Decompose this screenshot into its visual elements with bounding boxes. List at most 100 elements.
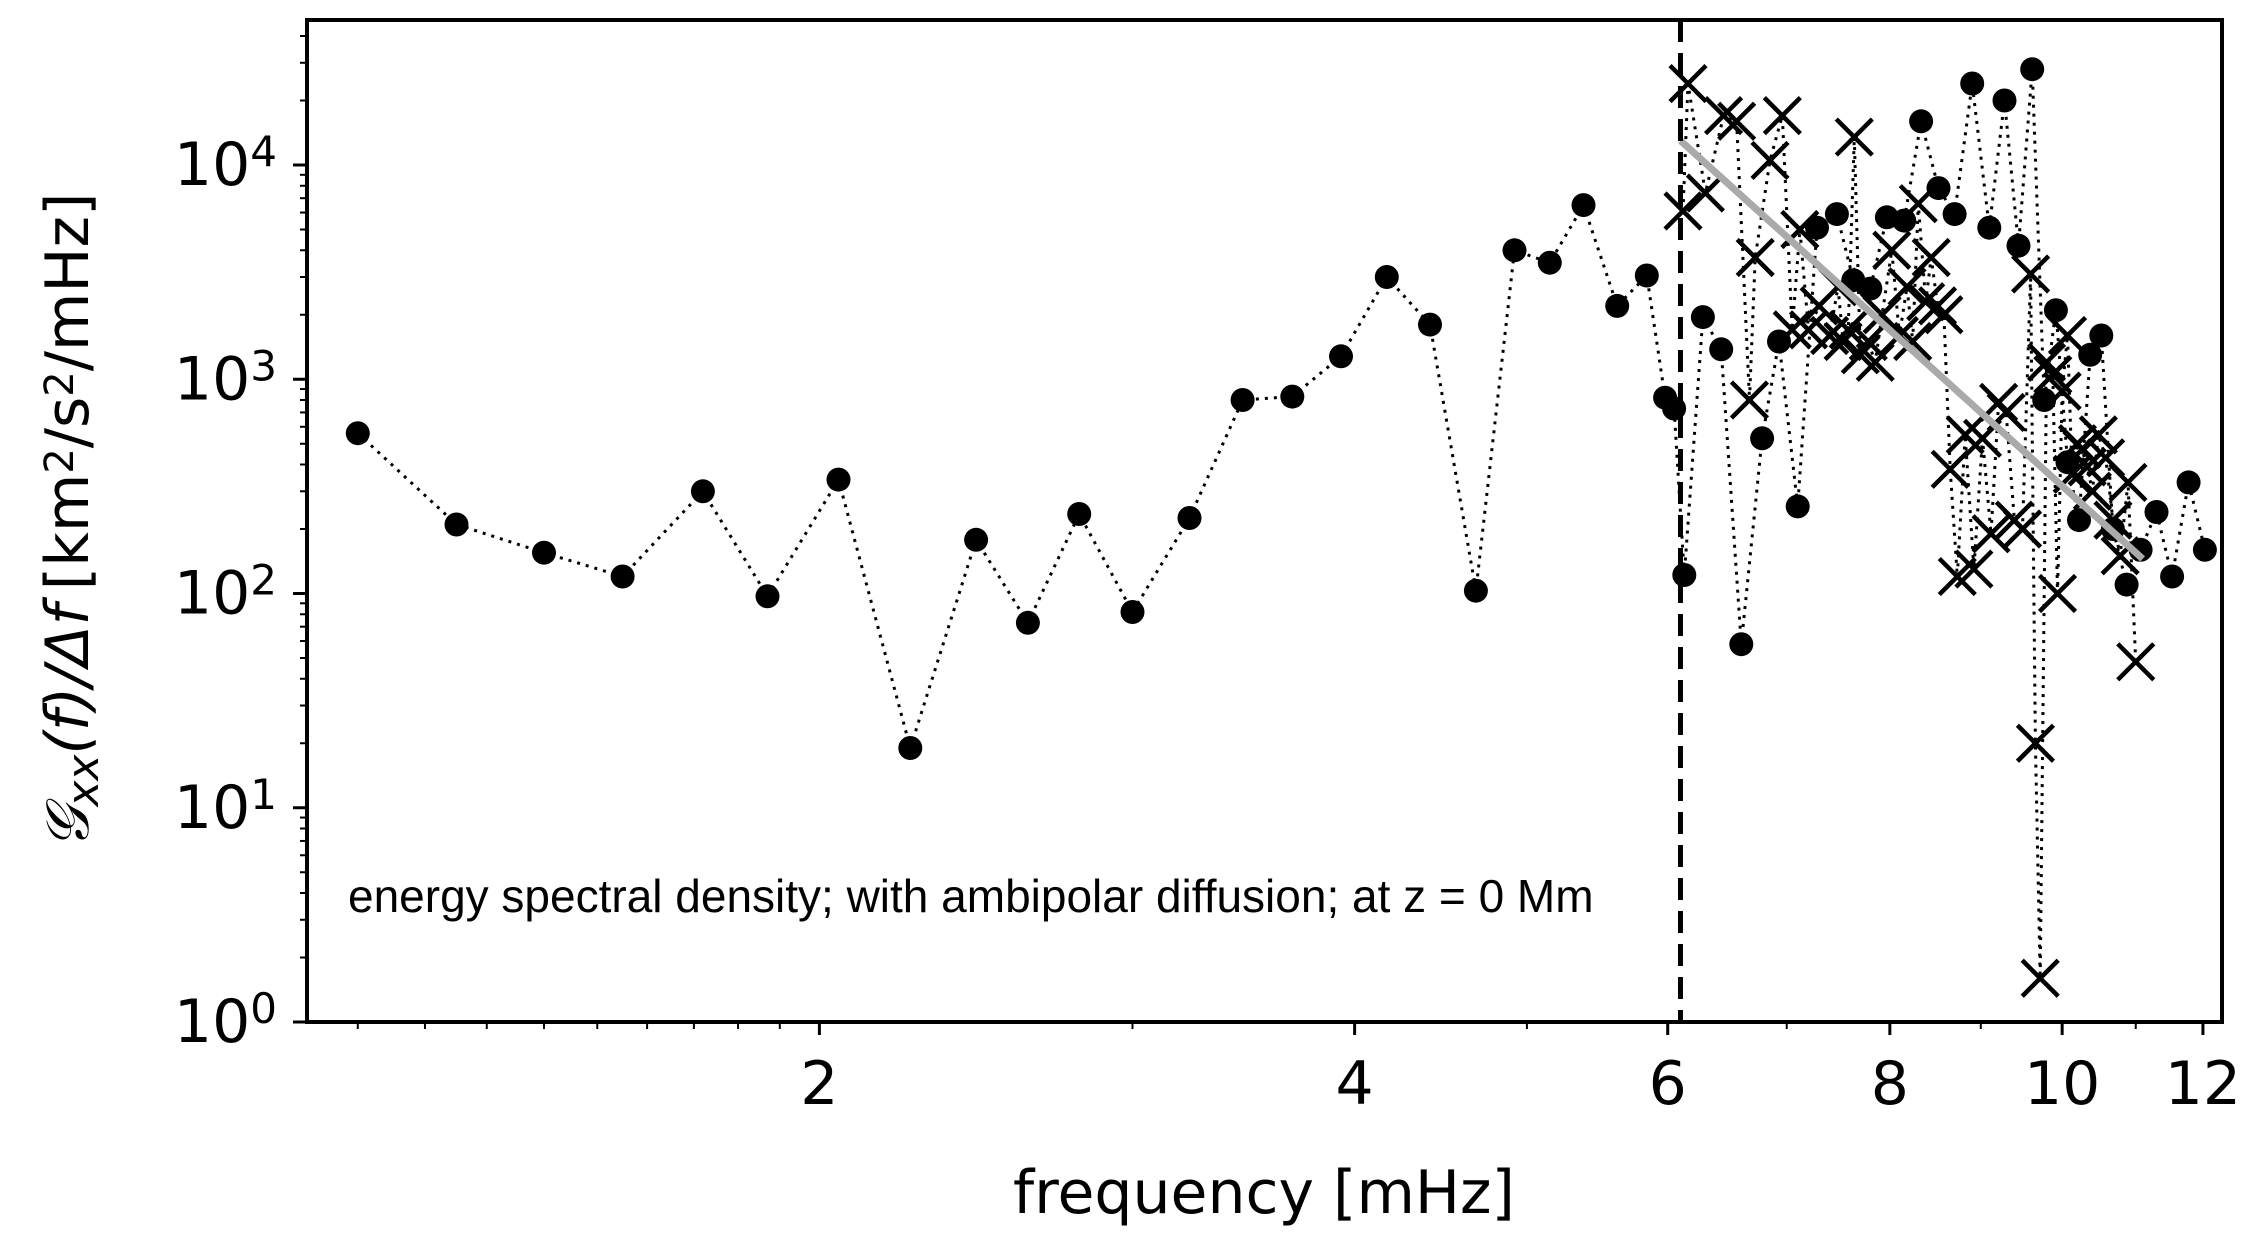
- x-point-stroke: [1762, 96, 1802, 136]
- x-point: [2037, 573, 2078, 614]
- x-point-stroke: [2026, 342, 2067, 382]
- circle-point: [755, 584, 780, 609]
- circle-point: [444, 512, 469, 537]
- fit-line: [1678, 138, 2146, 562]
- x-point: [1735, 237, 1775, 278]
- x-point-stroke: [1898, 184, 1938, 224]
- x-point: [2015, 723, 2056, 763]
- circle-point: [2067, 508, 2091, 533]
- x-point-stroke: [2047, 315, 2088, 356]
- circle-point: [2176, 470, 2201, 495]
- circle-point: [1418, 312, 1442, 337]
- y-tick-label: 101: [174, 770, 277, 843]
- x-point: [2067, 447, 2107, 487]
- x-tick-label: 2: [800, 1049, 838, 1119]
- x-point-stroke: [1848, 321, 1888, 362]
- circle-point: [1926, 176, 1951, 201]
- circle-point: [2144, 500, 2169, 524]
- x-point-stroke: [2108, 462, 2148, 502]
- x-point: [2116, 642, 2156, 682]
- x-tick-label: 6: [1649, 1049, 1687, 1119]
- x-point: [1848, 321, 1888, 362]
- x-point: [2108, 462, 2148, 502]
- x-tick-label: 12: [2165, 1049, 2241, 1119]
- circle-point: [1537, 250, 1562, 275]
- circle-point: [2192, 537, 2217, 562]
- x-point: [1685, 173, 1725, 213]
- y-label-argument: (f)/Δf: [33, 596, 103, 754]
- y-tick-label: 102: [174, 556, 277, 629]
- circle-point: [1634, 263, 1659, 288]
- circle-point: [1463, 578, 1488, 603]
- y-tick-label: 104: [174, 127, 277, 200]
- circle-point: [1502, 238, 1527, 263]
- x-point: [2026, 342, 2067, 382]
- x-point-stroke: [1788, 310, 1829, 350]
- x-point: [2002, 509, 2043, 549]
- circle-point: [532, 540, 556, 565]
- x-point-stroke: [1971, 514, 2011, 554]
- x-point-stroke: [2067, 447, 2107, 487]
- circle-point: [1824, 202, 1849, 227]
- x-point-stroke: [1872, 230, 1912, 270]
- x-point: [1930, 449, 1970, 489]
- x-point-stroke: [1954, 549, 1994, 589]
- x-point-stroke: [2078, 415, 2118, 455]
- circle-point: [1329, 344, 1353, 369]
- circle-point: [1909, 109, 1934, 134]
- y-label-units-mid: /s: [33, 397, 103, 448]
- x-point: [2020, 958, 2060, 998]
- circle-point: [1942, 202, 1967, 227]
- x-point: [2093, 500, 2133, 540]
- circle-point: [1015, 610, 1040, 635]
- x-point: [1828, 310, 1868, 350]
- x-point-stroke: [2086, 438, 2126, 478]
- circle-point: [964, 527, 989, 552]
- x-point-stroke: [1924, 295, 1964, 335]
- circle-point: [1374, 265, 1399, 289]
- circle-point: [1858, 276, 1883, 301]
- x-point: [1887, 267, 1927, 307]
- circle-point: [2114, 572, 2139, 597]
- circle-point: [2089, 323, 2114, 348]
- x-point: [1924, 295, 1964, 335]
- x-point: [1954, 549, 1994, 589]
- y-axis-label: 𝒢xx(f)/Δf[km2/s2/mHz]: [33, 193, 109, 850]
- x-point: [1893, 321, 1933, 362]
- x-tick-label: 8: [1871, 1049, 1909, 1119]
- circle-point: [345, 421, 370, 446]
- x-point: [2042, 371, 2082, 411]
- x-point-stroke: [1828, 310, 1868, 350]
- x-point-stroke: [2033, 355, 2073, 395]
- x-point-stroke: [2002, 509, 2043, 549]
- x-point: [1717, 101, 1757, 141]
- x-point-stroke: [1930, 449, 1970, 489]
- circle-point: [898, 736, 923, 760]
- x-point: [1898, 184, 1938, 224]
- y-label-units-sup1: 2: [37, 448, 83, 473]
- circle-point: [2020, 57, 2045, 82]
- x-point-stroke: [1668, 63, 1708, 104]
- circle-point: [1571, 193, 1596, 218]
- axis-ticks-layer: 2 4 6 8 10 12 100 101 102 103 104: [174, 35, 2241, 1119]
- x-tick-label: 10: [2024, 1049, 2100, 1119]
- y-label-subscript: xx: [58, 754, 109, 809]
- x-point-stroke: [1911, 237, 1951, 278]
- circle-point: [1230, 388, 1255, 412]
- plot-frame: [305, 18, 2224, 1024]
- circle-point: [1805, 215, 1829, 240]
- x-point-stroke: [1663, 191, 1703, 231]
- circle-point: [690, 479, 715, 504]
- annotation-text: energy spectral density; with ambipolar …: [348, 870, 1594, 922]
- x-point-stroke: [2015, 723, 2056, 763]
- x-point-stroke: [1893, 321, 1933, 362]
- x-point: [2047, 315, 2088, 356]
- circle-point: [1709, 337, 1734, 362]
- circle-point: [2006, 233, 2031, 258]
- y-label-units-sup2: 2: [37, 371, 83, 396]
- x-point: [2011, 254, 2051, 294]
- x-point-stroke: [1735, 237, 1775, 278]
- x-point-stroke: [1906, 282, 1946, 322]
